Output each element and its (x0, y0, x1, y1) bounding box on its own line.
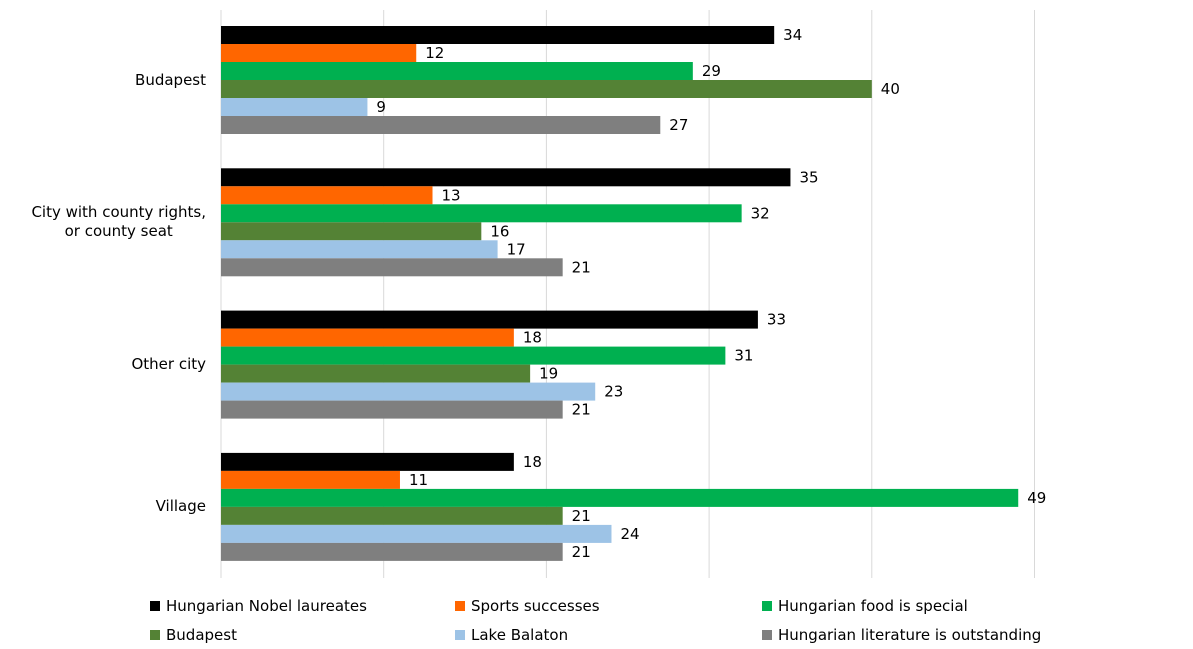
data-label: 40 (881, 80, 900, 98)
legend-label: Budapest (166, 626, 237, 644)
bar (221, 26, 775, 44)
legend-item: Budapest (150, 626, 237, 644)
data-label: 35 (799, 168, 818, 186)
data-label: 24 (620, 525, 639, 543)
data-label: 21 (572, 258, 591, 276)
data-label: 34 (783, 26, 802, 44)
bar (221, 116, 661, 134)
bar (221, 168, 791, 187)
legend-item: Hungarian food is special (762, 597, 968, 615)
legend-label: Hungarian Nobel laureates (166, 597, 367, 615)
data-label: 31 (734, 347, 753, 365)
legend-label: Lake Balaton (471, 626, 569, 644)
data-label: 16 (490, 222, 509, 240)
data-label: 9 (376, 98, 386, 116)
bar (221, 222, 482, 241)
data-label: 19 (539, 365, 558, 383)
bar (221, 80, 872, 98)
bar (221, 506, 563, 525)
bar (221, 186, 433, 205)
legend-item: Sports successes (455, 597, 600, 615)
bar (221, 542, 563, 561)
data-label: 18 (523, 453, 542, 471)
data-label: 21 (572, 507, 591, 525)
bar (221, 62, 693, 80)
data-label: 11 (409, 471, 428, 489)
legend-swatch (762, 630, 772, 640)
data-label: 17 (507, 240, 526, 258)
legend-item: Lake Balaton (455, 626, 568, 644)
category-label: City with county rights, or county seat (31, 203, 206, 241)
category-label: Other city (131, 355, 206, 374)
category-label: Budapest (135, 70, 206, 89)
bar (221, 470, 400, 489)
legend-label: Hungarian food is special (778, 597, 968, 615)
data-label: 49 (1027, 489, 1046, 507)
data-label: 18 (523, 329, 542, 347)
bar (221, 400, 563, 419)
legend-swatch (762, 601, 772, 611)
bar (221, 364, 531, 383)
legend-item: Hungarian literature is outstanding (762, 626, 1041, 644)
legend-swatch (150, 601, 160, 611)
legend-swatch (455, 630, 465, 640)
data-label: 23 (604, 383, 623, 401)
category-label: Village (155, 497, 206, 516)
data-label: 33 (767, 311, 786, 329)
data-label: 21 (572, 543, 591, 561)
legend-label: Hungarian literature is outstanding (778, 626, 1042, 644)
legend-swatch (455, 601, 465, 611)
bar (221, 452, 514, 471)
bar (221, 98, 368, 116)
data-label: 12 (425, 44, 444, 62)
bar (221, 240, 498, 259)
data-label: 21 (572, 401, 591, 419)
bar (221, 346, 726, 365)
legend-item: Hungarian Nobel laureates (150, 597, 367, 615)
legend-swatch (150, 630, 160, 640)
bar (221, 258, 563, 277)
bar (221, 310, 758, 329)
data-label: 29 (702, 62, 721, 80)
bar (221, 524, 612, 543)
bar (221, 204, 742, 223)
legend-label: Sports successes (471, 597, 600, 615)
data-label: 13 (442, 186, 461, 204)
bar (221, 328, 514, 347)
bar (221, 44, 417, 62)
data-label: 27 (669, 116, 688, 134)
bar (221, 488, 1019, 507)
chart-legend: Hungarian Nobel laureates Sports successe… (150, 594, 1150, 649)
bar (221, 382, 596, 401)
data-label: 32 (751, 204, 770, 222)
